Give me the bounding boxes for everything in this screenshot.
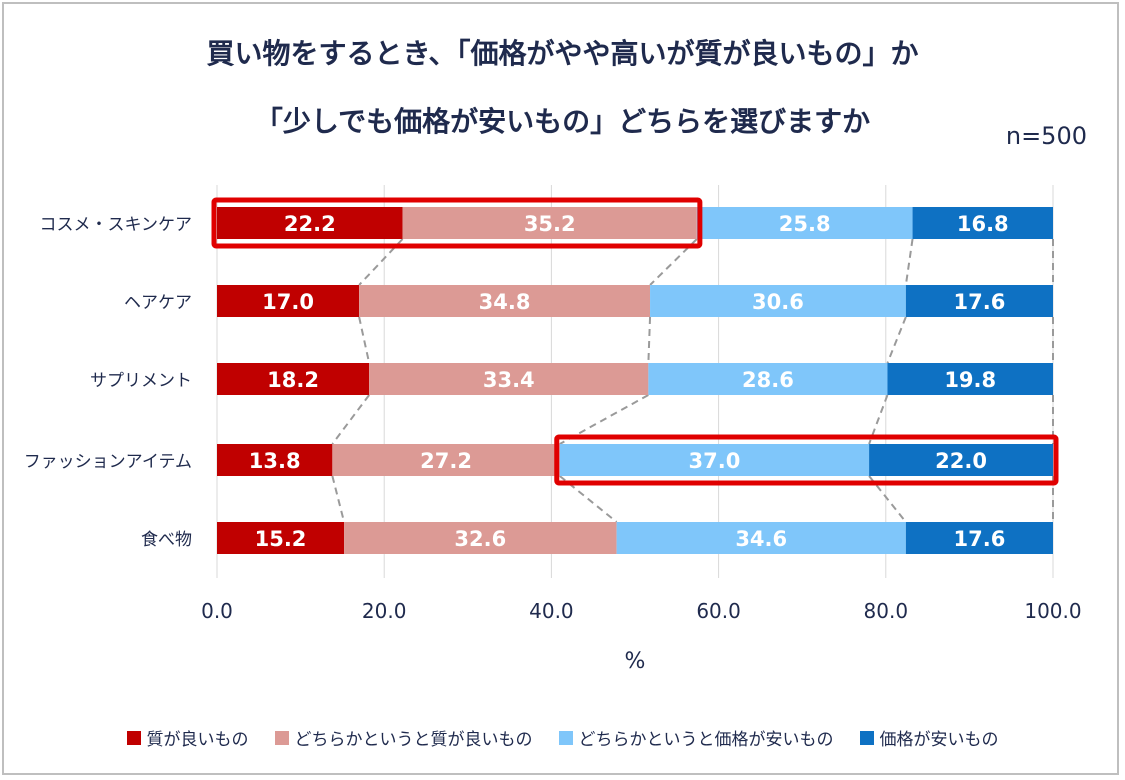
- bar-segment: [559, 444, 870, 476]
- bar-segment: [616, 522, 906, 554]
- connector-line: [331, 394, 370, 445]
- bar-segment: [905, 285, 1053, 317]
- data-label: 34.8: [479, 290, 531, 314]
- bar-segment: [650, 285, 906, 317]
- bar-segment: [217, 522, 345, 554]
- bar-segment: [369, 363, 649, 395]
- bar-segment: [402, 207, 697, 239]
- data-label: 25.8: [779, 212, 831, 236]
- highlight-box: [211, 197, 703, 249]
- x-tick-label: 40.0: [529, 599, 574, 623]
- bar-segment: [869, 444, 1053, 476]
- bar-segment: [217, 363, 370, 395]
- data-label: 22.2: [284, 212, 336, 236]
- data-label: 22.0: [935, 449, 987, 473]
- category-label: コスメ・スキンケア: [40, 215, 193, 235]
- data-label: 37.0: [689, 449, 741, 473]
- data-label: 15.2: [255, 527, 307, 551]
- bar-segment: [905, 522, 1053, 554]
- data-label: 17.6: [954, 527, 1006, 551]
- bar-segment: [912, 207, 1053, 239]
- connector-line: [868, 394, 889, 445]
- data-label: 30.6: [752, 290, 804, 314]
- bar-segment: [217, 444, 333, 476]
- legend-item: どちらかというと質が良いもの: [274, 725, 533, 750]
- connector-line: [647, 316, 652, 364]
- x-tick-label: 0.0: [201, 599, 233, 623]
- bar-segment: [696, 207, 913, 239]
- bar-segment: [217, 285, 360, 317]
- chart-title-line2: 「少しでも価格が安いもの」どちらを選びますか: [254, 105, 871, 138]
- x-tick-label: 20.0: [362, 599, 407, 623]
- chart-title-line1: 買い物をするとき、「価格がやや高いが質が良いもの」か: [206, 37, 919, 70]
- bar-segment: [332, 444, 560, 476]
- data-label: 33.4: [483, 368, 535, 392]
- data-label: 13.8: [249, 449, 301, 473]
- sample-size-label: n=500: [1005, 122, 1087, 150]
- legend-swatch: [558, 730, 573, 745]
- connector-line: [358, 316, 371, 364]
- data-label: 27.2: [420, 449, 472, 473]
- connector-line: [886, 316, 907, 364]
- legend-item: 価格が安いもの: [859, 725, 999, 750]
- category-label: ファッションアイテム: [24, 452, 192, 472]
- bar-segment: [359, 285, 651, 317]
- connector-line: [904, 238, 914, 286]
- data-label: 18.2: [267, 368, 319, 392]
- category-label: 食べ物: [141, 530, 192, 550]
- legend-swatch: [859, 730, 874, 745]
- connector-line: [649, 238, 698, 286]
- legend-label: どちらかというと質が良いもの: [294, 730, 533, 750]
- data-label: 35.2: [524, 212, 576, 236]
- legend-label: どちらかというと価格が安いもの: [578, 730, 834, 750]
- data-label: 19.8: [944, 368, 996, 392]
- connector-line: [358, 238, 404, 286]
- chart-legend: 質が良いもの どちらかというと質が良いもの どちらかというと価格が安いもの 価格が安い…: [0, 725, 1125, 750]
- category-label: サプリメント: [90, 371, 192, 391]
- data-label: 32.6: [454, 527, 506, 551]
- bar-segment: [887, 363, 1053, 395]
- legend-swatch: [126, 730, 141, 745]
- x-tick-label: 100.0: [1024, 599, 1081, 623]
- legend-swatch: [274, 730, 289, 745]
- legend-item: 質が良いもの: [126, 725, 249, 750]
- bar-segment: [648, 363, 888, 395]
- legend-label: 質が良いもの: [146, 730, 249, 750]
- legend-label: 価格が安いもの: [879, 730, 999, 750]
- data-label: 28.6: [742, 368, 794, 392]
- data-label: 16.8: [957, 212, 1009, 236]
- data-label: 17.0: [262, 290, 314, 314]
- connector-line: [868, 475, 907, 523]
- x-axis-label: %: [625, 649, 646, 674]
- data-label: 34.6: [735, 527, 787, 551]
- highlight-box: [554, 434, 1059, 486]
- x-tick-label: 80.0: [864, 599, 909, 623]
- x-tick-label: 60.0: [696, 599, 741, 623]
- data-label: 17.6: [954, 290, 1006, 314]
- bar-segment: [344, 522, 617, 554]
- bar-segment: [217, 207, 403, 239]
- legend-item: どちらかというと価格が安いもの: [558, 725, 834, 750]
- connector-line: [331, 475, 346, 523]
- category-label: ヘアケア: [124, 293, 192, 313]
